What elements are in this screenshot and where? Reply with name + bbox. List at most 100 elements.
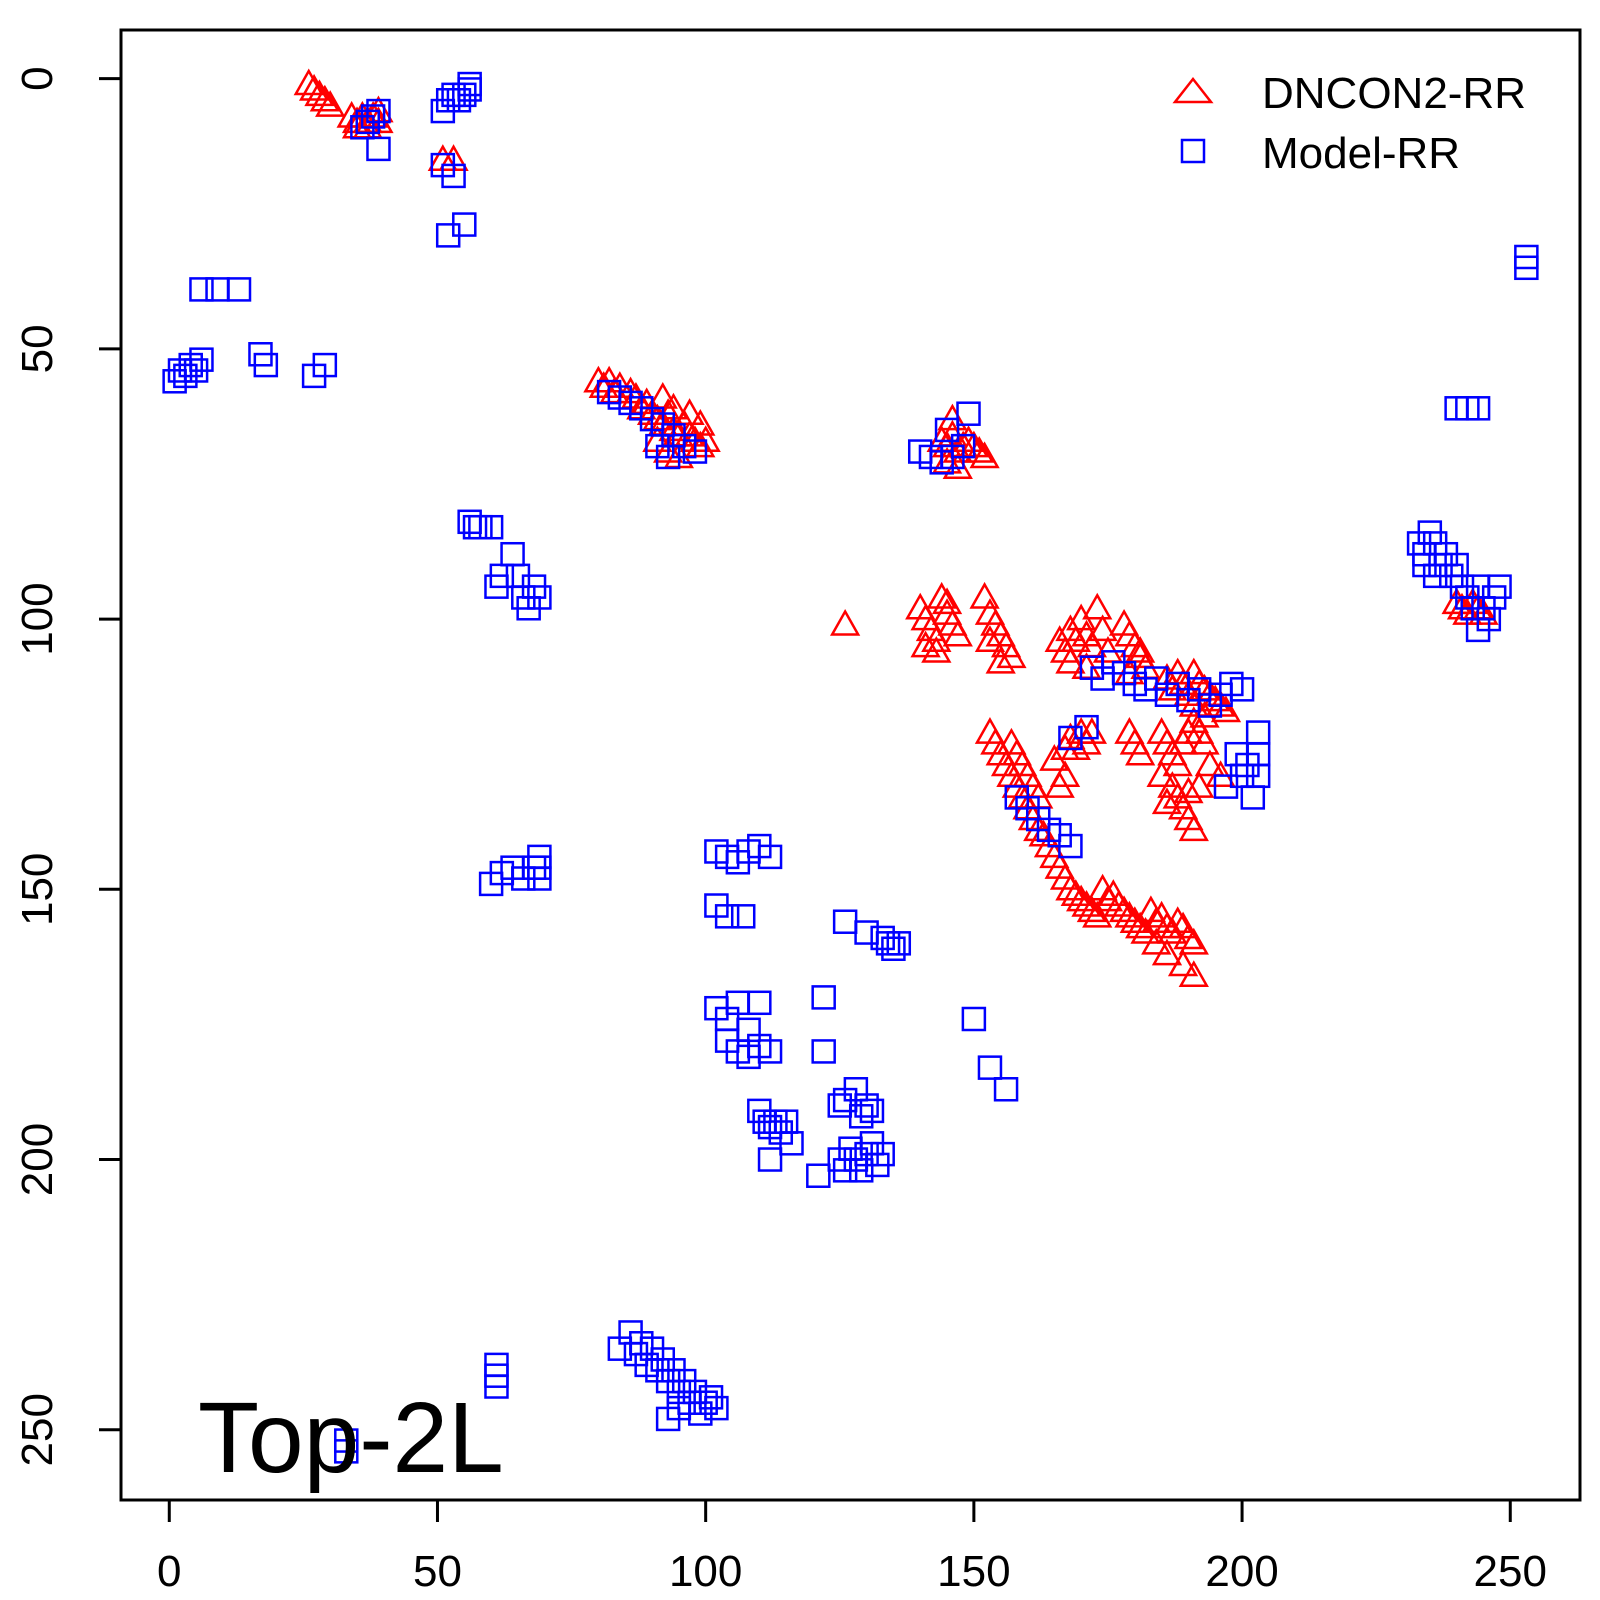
- model-rr-point: [854, 920, 879, 945]
- model-rr-point: [655, 444, 681, 470]
- dncon2-rr-point: [1178, 927, 1209, 955]
- model-rr-point: [360, 104, 386, 129]
- dncon2-rr-point: [1210, 695, 1242, 723]
- y-tick-label: 200: [13, 1123, 62, 1196]
- model-rr-point: [757, 1039, 783, 1064]
- dncon2-rr-point: [1178, 814, 1209, 842]
- model-rr-point: [366, 98, 391, 124]
- y-tick-label: 100: [13, 582, 62, 655]
- model-rr-point: [484, 1374, 509, 1399]
- model-rr-point: [811, 985, 836, 1010]
- legend: DNCON2-RR Model-RR: [1172, 69, 1526, 178]
- model-rr-point: [714, 904, 740, 929]
- top-2l-annotation: Top-2L: [198, 1382, 504, 1494]
- plot-frame: [119, 28, 1582, 1502]
- model-rr-point: [312, 352, 338, 378]
- dncon2-rr-point: [1055, 873, 1086, 901]
- legend-label-model-rr: Model-RR: [1262, 129, 1460, 178]
- dncon2-rr-point: [1173, 922, 1204, 950]
- dncon2-rr-point: [1173, 776, 1204, 804]
- dncon2-rr-point: [969, 581, 1000, 609]
- legend-marker-model-rr: [1180, 138, 1206, 164]
- model-rr-point: [1465, 396, 1491, 421]
- dncon2-rr-point: [926, 581, 957, 609]
- series-dncon2-rr: [293, 68, 1499, 988]
- x-tick-label: 250: [1474, 1547, 1547, 1596]
- model-rr-point: [1422, 563, 1448, 589]
- legend-marker-dncon2-rr: [1172, 76, 1214, 104]
- model-rr-point: [366, 136, 391, 162]
- points-layer: [162, 68, 1539, 1464]
- dncon2-rr-point: [1108, 895, 1140, 923]
- dncon2-rr-point: [1082, 900, 1113, 928]
- dncon2-rr-point: [1125, 635, 1156, 663]
- dncon2-rr-point: [293, 68, 324, 96]
- dncon2-rr-point: [1060, 625, 1091, 652]
- x-tick-label: 100: [669, 1547, 742, 1596]
- model-rr-point: [226, 277, 252, 302]
- model-rr-point: [500, 541, 525, 567]
- model-rr-point: [1514, 255, 1539, 281]
- dncon2-rr-point: [1205, 760, 1236, 788]
- x-axis: 0 50 100 150 200 250: [157, 1500, 1547, 1596]
- model-rr-point: [854, 1093, 879, 1118]
- model-rr-point: [205, 277, 230, 302]
- dncon2-rr-point: [942, 619, 973, 647]
- model-rr-point: [950, 433, 976, 459]
- model-rr-point: [704, 1395, 729, 1421]
- model-rr-point: [859, 1098, 885, 1124]
- dncon2-rr-point: [304, 79, 335, 107]
- dncon2-rr-point: [969, 441, 1000, 469]
- dncon2-rr-point: [1092, 635, 1124, 663]
- dncon2-rr-point: [974, 625, 1006, 652]
- model-rr-point: [1245, 720, 1271, 745]
- dncon2-rr-point: [685, 408, 716, 436]
- dncon2-rr-point: [1103, 889, 1134, 917]
- dncon2-rr-point: [1125, 738, 1156, 766]
- model-rr-point: [457, 71, 482, 97]
- model-rr-point: [1058, 833, 1083, 859]
- dncon2-rr-point: [1071, 889, 1102, 917]
- x-tick-label: 200: [1205, 1547, 1278, 1596]
- model-rr-point: [934, 417, 960, 443]
- dncon2-rr-point: [1082, 592, 1113, 620]
- model-rr-point: [253, 352, 279, 378]
- model-rr-point: [527, 866, 552, 891]
- model-rr-point: [870, 1141, 895, 1167]
- dncon2-rr-point: [829, 608, 861, 636]
- series-model-rr: [162, 71, 1539, 1464]
- dncon2-rr-point: [1151, 911, 1183, 939]
- model-rr-point: [730, 904, 756, 929]
- dncon2-rr-point: [937, 403, 968, 431]
- dncon2-rr-point: [1151, 938, 1183, 966]
- dncon2-rr-point: [1141, 927, 1172, 955]
- dncon2-rr-point: [309, 84, 340, 112]
- model-rr-point: [441, 163, 466, 189]
- dncon2-rr-point: [1167, 949, 1199, 977]
- model-rr-point: [189, 277, 214, 302]
- dncon2-rr-point: [964, 436, 995, 463]
- model-rr-point: [993, 1077, 1019, 1102]
- dncon2-rr-point: [1194, 749, 1226, 777]
- dncon2-rr-point: [1114, 900, 1145, 928]
- model-rr-point: [779, 1131, 804, 1156]
- dncon2-rr-point: [315, 90, 346, 117]
- dncon2-rr-point: [985, 646, 1016, 674]
- model-rr-point: [886, 931, 912, 956]
- y-tick-label: 250: [13, 1393, 62, 1466]
- model-rr-point: [666, 1395, 692, 1421]
- dncon2-rr-point: [1162, 749, 1193, 777]
- dncon2-rr-point: [1044, 771, 1075, 798]
- model-rr-point: [848, 1158, 874, 1183]
- y-tick-label: 50: [13, 324, 62, 373]
- y-tick-label: 0: [13, 66, 62, 90]
- model-rr-point: [452, 212, 477, 237]
- model-rr-point: [961, 1006, 987, 1032]
- dncon2-rr-point: [931, 587, 963, 615]
- model-rr-point: [189, 347, 214, 372]
- model-rr-point: [1465, 617, 1491, 643]
- dncon2-rr-point: [1087, 614, 1118, 642]
- legend-label-dncon2-rr: DNCON2-RR: [1262, 69, 1526, 118]
- model-rr-point: [827, 1093, 853, 1118]
- model-rr-point: [757, 844, 783, 870]
